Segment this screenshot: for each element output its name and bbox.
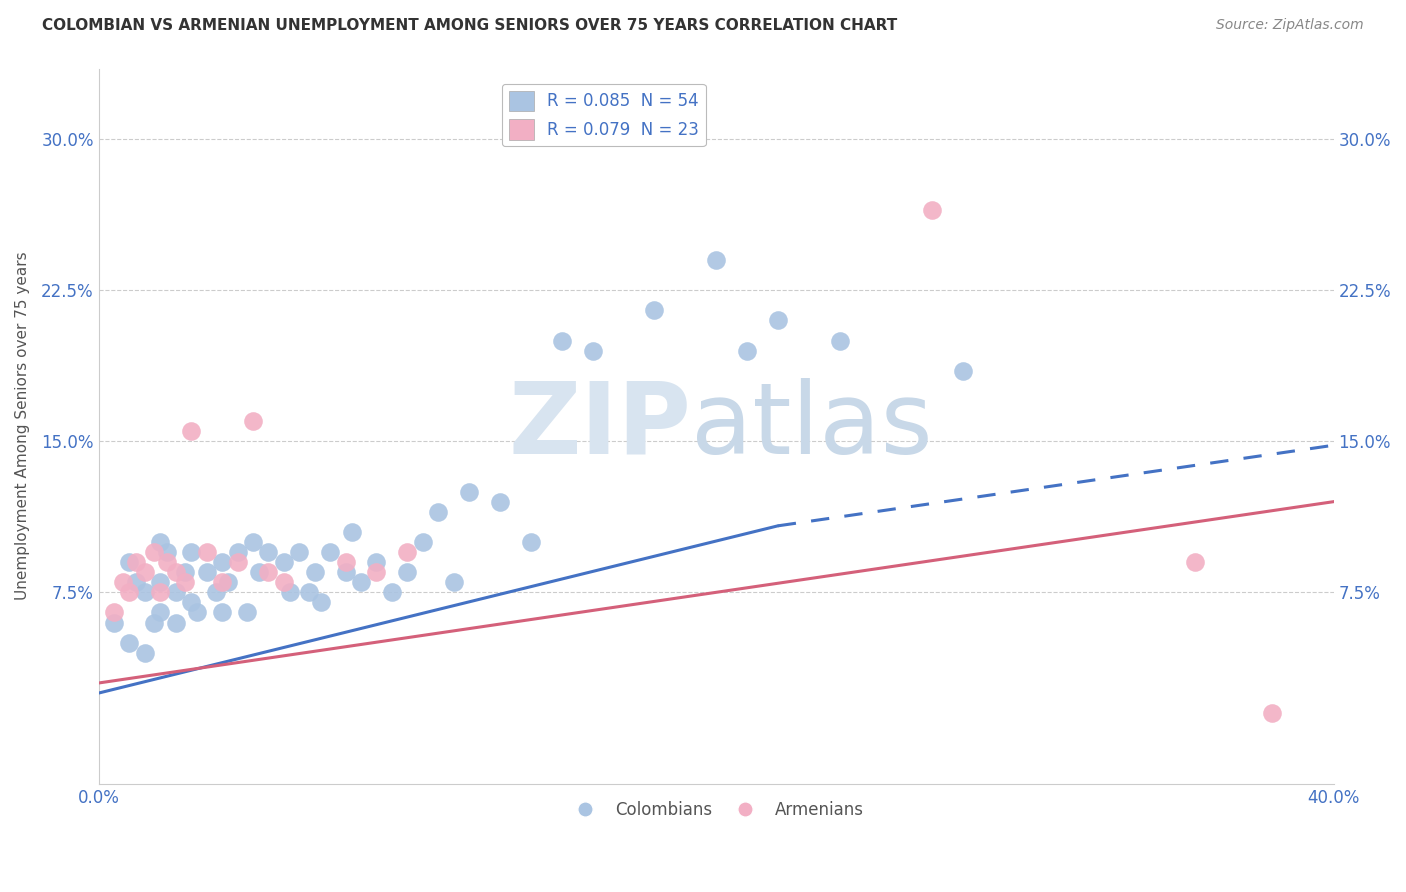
Point xyxy=(319,545,342,559)
Point xyxy=(643,303,665,318)
Point xyxy=(236,606,259,620)
Point xyxy=(335,555,357,569)
Point xyxy=(340,524,363,539)
Text: ZIP: ZIP xyxy=(509,377,692,475)
Point xyxy=(217,575,239,590)
Point xyxy=(550,334,572,348)
Point xyxy=(134,565,156,579)
Point xyxy=(581,343,603,358)
Point xyxy=(149,535,172,549)
Point xyxy=(257,565,280,579)
Point xyxy=(766,313,789,327)
Point xyxy=(297,585,319,599)
Point xyxy=(165,585,187,599)
Point xyxy=(921,202,943,217)
Point xyxy=(335,565,357,579)
Point xyxy=(443,575,465,590)
Point xyxy=(1184,555,1206,569)
Point xyxy=(180,424,202,438)
Point xyxy=(366,565,388,579)
Point xyxy=(278,585,301,599)
Point xyxy=(304,565,326,579)
Point xyxy=(118,585,141,599)
Point xyxy=(143,615,166,630)
Point xyxy=(174,575,197,590)
Point xyxy=(952,364,974,378)
Point xyxy=(149,606,172,620)
Point xyxy=(489,494,512,508)
Point xyxy=(350,575,373,590)
Text: Source: ZipAtlas.com: Source: ZipAtlas.com xyxy=(1216,18,1364,32)
Point xyxy=(704,252,727,267)
Point xyxy=(242,535,264,549)
Point xyxy=(735,343,758,358)
Point xyxy=(257,545,280,559)
Point xyxy=(211,575,233,590)
Point xyxy=(211,606,233,620)
Text: atlas: atlas xyxy=(692,377,934,475)
Point xyxy=(247,565,270,579)
Point xyxy=(174,565,197,579)
Point xyxy=(226,555,249,569)
Point xyxy=(427,505,450,519)
Point xyxy=(226,545,249,559)
Legend: Colombians, Armenians: Colombians, Armenians xyxy=(561,794,870,825)
Point xyxy=(205,585,228,599)
Point xyxy=(186,606,208,620)
Point xyxy=(124,555,146,569)
Point xyxy=(149,575,172,590)
Point xyxy=(134,646,156,660)
Point xyxy=(155,545,177,559)
Point xyxy=(458,484,481,499)
Point xyxy=(412,535,434,549)
Y-axis label: Unemployment Among Seniors over 75 years: Unemployment Among Seniors over 75 years xyxy=(15,252,30,600)
Point xyxy=(396,545,419,559)
Point xyxy=(180,545,202,559)
Point xyxy=(180,595,202,609)
Point xyxy=(366,555,388,569)
Point xyxy=(143,545,166,559)
Point xyxy=(195,565,218,579)
Point xyxy=(242,414,264,428)
Point xyxy=(118,555,141,569)
Point xyxy=(273,555,295,569)
Point xyxy=(288,545,311,559)
Point xyxy=(112,575,135,590)
Point xyxy=(211,555,233,569)
Point xyxy=(828,334,851,348)
Text: COLOMBIAN VS ARMENIAN UNEMPLOYMENT AMONG SENIORS OVER 75 YEARS CORRELATION CHART: COLOMBIAN VS ARMENIAN UNEMPLOYMENT AMONG… xyxy=(42,18,897,33)
Point xyxy=(103,615,125,630)
Point xyxy=(195,545,218,559)
Point xyxy=(273,575,295,590)
Point xyxy=(124,575,146,590)
Point xyxy=(381,585,404,599)
Point xyxy=(1261,706,1284,721)
Point xyxy=(309,595,332,609)
Point xyxy=(118,636,141,650)
Point xyxy=(134,585,156,599)
Point xyxy=(520,535,543,549)
Point xyxy=(396,565,419,579)
Point xyxy=(155,555,177,569)
Point xyxy=(165,565,187,579)
Point xyxy=(149,585,172,599)
Point xyxy=(103,606,125,620)
Point xyxy=(165,615,187,630)
